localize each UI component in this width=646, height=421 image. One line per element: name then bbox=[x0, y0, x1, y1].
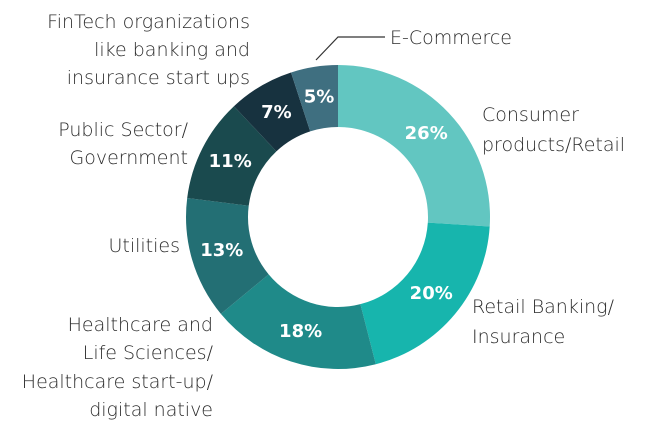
value-label: 26% bbox=[405, 123, 448, 144]
category-label: Utilities bbox=[108, 235, 180, 257]
value-label: 11% bbox=[209, 151, 252, 172]
donut-slice bbox=[291, 65, 338, 132]
value-label: 18% bbox=[279, 321, 322, 342]
category-label: Public Sector/Government bbox=[58, 119, 188, 169]
donut-slice bbox=[187, 106, 277, 206]
category-label: Retail Banking/Insurance bbox=[472, 296, 615, 348]
category-label: Healthcare and Life Sciences/Healthcare s… bbox=[22, 314, 214, 421]
value-label: 20% bbox=[410, 283, 453, 304]
category-label: FinTech organizations like banking and ins… bbox=[47, 11, 250, 89]
value-label: 5% bbox=[304, 86, 335, 107]
donut-slice bbox=[338, 65, 490, 227]
category-label: Consumer products/Retail bbox=[482, 104, 625, 156]
donut-slice bbox=[220, 274, 376, 369]
donut-slice bbox=[186, 197, 269, 314]
donut-slice bbox=[233, 72, 311, 152]
value-label: 13% bbox=[200, 240, 243, 261]
leader-line bbox=[315, 36, 385, 61]
category-label: E-Commerce bbox=[390, 27, 512, 49]
value-label: 7% bbox=[261, 102, 292, 123]
donut-slice bbox=[360, 222, 490, 365]
